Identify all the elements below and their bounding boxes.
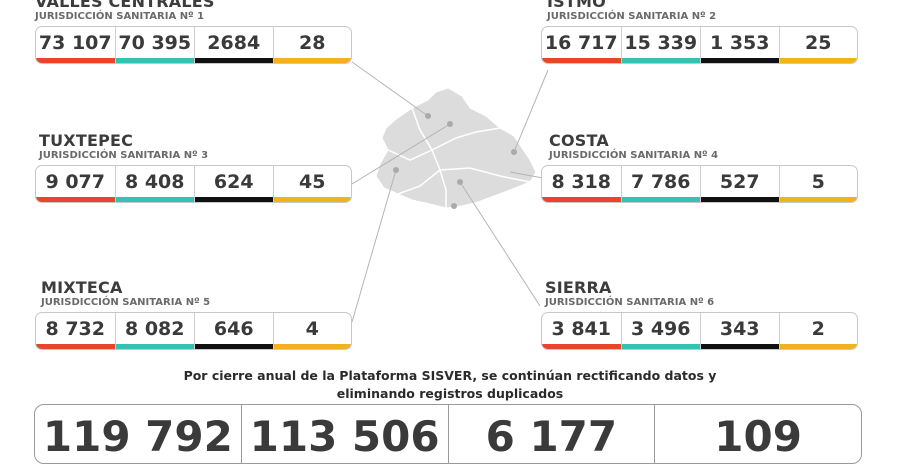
stats-box: 16 717 15 339 1 353 25 — [541, 26, 858, 64]
stat-value: 5 — [778, 166, 857, 202]
region-valles-centrales: VALLES CENTRALES JURISDICCIÓN SANITARIA … — [35, 0, 352, 64]
totals-box: 119 792 113 506 6 177 109 — [34, 404, 862, 464]
stat-value: 9 077 — [36, 166, 115, 202]
region-name: TUXTEPEC — [39, 131, 134, 150]
stat-value: 2684 — [194, 27, 273, 63]
region-name: ISTMO — [547, 0, 606, 11]
stat-value: 3 496 — [620, 313, 700, 349]
region-name: MIXTECA — [41, 278, 123, 297]
total-value: 113 506 — [240, 405, 448, 463]
region-name: COSTA — [549, 131, 609, 150]
note-line-1: Por cierre anual de la Plataforma SISVER… — [183, 368, 717, 383]
region-jurisdiction: JURISDICCIÓN SANITARIA Nº 1 — [35, 11, 205, 22]
stat-value: 16 717 — [542, 27, 621, 63]
stat-value: 8 732 — [36, 313, 115, 349]
stat-value: 28 — [272, 27, 351, 63]
region-jurisdiction: JURISDICCIÓN SANITARIA Nº 2 — [547, 11, 717, 22]
stat-value: 3 841 — [542, 313, 621, 349]
stat-value: 25 — [778, 27, 857, 63]
stat-value: 8 318 — [542, 166, 621, 202]
total-value: 109 — [654, 405, 861, 463]
stat-value: 7 786 — [620, 166, 700, 202]
stat-value: 1 353 — [700, 27, 779, 63]
stat-value: 527 — [700, 166, 779, 202]
stats-box: 8 318 7 786 527 5 — [541, 165, 858, 203]
region-jurisdiction: JURISDICCIÓN SANITARIA Nº 5 — [41, 297, 211, 308]
stat-value: 8 408 — [114, 166, 194, 202]
stats-box: 8 732 8 082 646 4 — [35, 312, 352, 350]
stat-value: 4 — [272, 313, 351, 349]
disclaimer-note: Por cierre anual de la Plataforma SISVER… — [150, 367, 750, 403]
region-costa: COSTA JURISDICCIÓN SANITARIA Nº 4 8 318 … — [541, 133, 858, 203]
region-jurisdiction: JURISDICCIÓN SANITARIA Nº 4 — [549, 150, 719, 161]
oaxaca-map — [351, 61, 549, 323]
region-mixteca: MIXTECA JURISDICCIÓN SANITARIA Nº 5 8 73… — [35, 280, 352, 350]
stat-value: 2 — [778, 313, 857, 349]
total-value: 119 792 — [42, 412, 233, 461]
stat-value: 15 339 — [620, 27, 700, 63]
region-jurisdiction: JURISDICCIÓN SANITARIA Nº 6 — [545, 297, 715, 308]
stat-value: 343 — [700, 313, 779, 349]
region-jurisdiction: JURISDICCIÓN SANITARIA Nº 3 — [39, 150, 209, 161]
stat-value: 624 — [194, 166, 273, 202]
total-value: 6 177 — [447, 405, 655, 463]
stat-value: 646 — [194, 313, 273, 349]
stat-value: 70 395 — [114, 27, 194, 63]
region-name: VALLES CENTRALES — [35, 0, 215, 11]
stat-value: 8 082 — [114, 313, 194, 349]
note-line-2: eliminando registros duplicados — [336, 386, 564, 401]
region-istmo: ISTMO JURISDICCIÓN SANITARIA Nº 2 16 717… — [541, 0, 858, 64]
stats-box: 3 841 3 496 343 2 — [541, 312, 858, 350]
stats-box: 9 077 8 408 624 45 — [35, 165, 352, 203]
stat-value: 45 — [272, 166, 351, 202]
region-tuxtepec: TUXTEPEC JURISDICCIÓN SANITARIA Nº 3 9 0… — [35, 133, 352, 203]
region-name: SIERRA — [545, 278, 612, 297]
stats-box: 73 107 70 395 2684 28 — [35, 26, 352, 64]
region-sierra: SIERRA JURISDICCIÓN SANITARIA Nº 6 3 841… — [541, 280, 858, 350]
stat-value: 73 107 — [36, 27, 115, 63]
state-shape — [375, 87, 537, 209]
